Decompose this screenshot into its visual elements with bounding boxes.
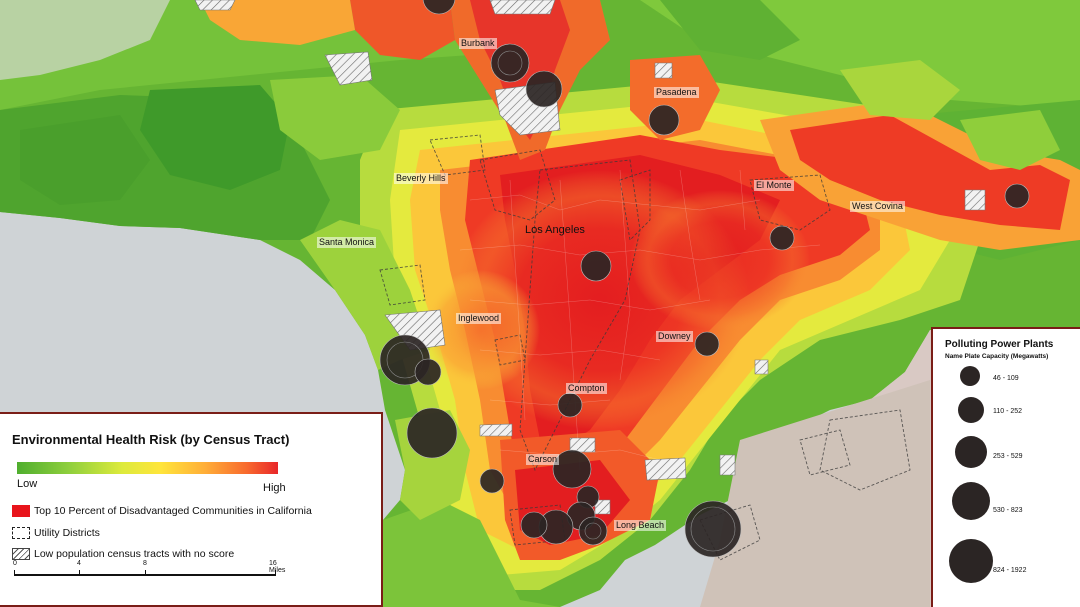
legend-high-label: High [263, 482, 286, 494]
city-label-downey: Downey [656, 331, 693, 342]
power-plant-marker[interactable] [1004, 183, 1030, 209]
legend-item-label: Utility Districts [34, 527, 100, 539]
plant-legend-subtitle: Name Plate Capacity (Megawatts) [945, 353, 1049, 360]
legend-item-label: Low population census tracts with no sco… [34, 548, 235, 560]
power-plant-marker[interactable] [422, 0, 456, 15]
power-plant-marker[interactable] [520, 511, 548, 539]
legend-title: Environmental Health Risk (by Census Tra… [12, 432, 290, 447]
city-label-burbank: Burbank [459, 38, 497, 49]
plant-size-circle [952, 482, 990, 520]
power-plant-marker[interactable] [648, 104, 680, 136]
risk-color-ramp [17, 462, 278, 474]
plant-size-circle [949, 539, 993, 583]
city-label-long-beach: Long Beach [614, 520, 667, 531]
scale-tick [275, 570, 276, 576]
scale-tick [14, 570, 15, 576]
hatched-square-icon [12, 548, 30, 560]
city-label-los-angeles: Los Angeles [525, 224, 585, 236]
legend-item-utility-districts: Utility Districts [12, 527, 100, 539]
legend-item-label: Top 10 Percent of Disadvantaged Communit… [34, 505, 312, 517]
power-plant-marker[interactable] [684, 500, 742, 558]
plant-class-label: 46 - 109 [993, 375, 1019, 382]
dashed-square-icon [12, 527, 30, 539]
city-label-west-covina: West Covina [850, 201, 905, 212]
tract-outlines [459, 169, 821, 471]
plant-class-label: 530 - 823 [993, 507, 1023, 514]
city-label-santa-monica: Santa Monica [317, 237, 377, 248]
plant-class-label: 253 - 529 [993, 453, 1023, 460]
scale-label: 0 [13, 560, 17, 567]
red-square-icon [12, 505, 30, 517]
scale-tick [79, 570, 80, 576]
scale-label: 4 [77, 560, 81, 567]
utility-district-boundaries [379, 134, 911, 561]
city-label-carson: Carson [526, 454, 560, 465]
city-label-pasadena: Pasadena [654, 87, 699, 98]
scale-tick [145, 570, 146, 576]
scale-bar: 0 4 8 16 Miles [13, 560, 285, 578]
plant-size-circle [958, 397, 984, 423]
power-plant-marker[interactable] [479, 468, 505, 494]
power-plant-marker[interactable] [580, 250, 612, 282]
power-plant-marker[interactable] [578, 516, 608, 546]
city-label-beverly-hills: Beverly Hills [394, 173, 448, 184]
power-plant-marker[interactable] [552, 449, 592, 489]
city-label-inglewood: Inglewood [456, 313, 502, 324]
power-plant-legend: Polluting Power Plants Name Plate Capaci… [931, 327, 1080, 607]
city-label-compton: Compton [566, 383, 607, 394]
power-plant-marker[interactable] [497, 50, 523, 76]
power-plant-marker[interactable] [525, 70, 563, 108]
legend-item-no-score: Low population census tracts with no sco… [12, 548, 234, 560]
power-plant-marker[interactable] [414, 358, 442, 386]
plant-legend-title: Polluting Power Plants [945, 339, 1054, 350]
power-plant-marker[interactable] [557, 392, 583, 418]
legend-item-disadvantaged: Top 10 Percent of Disadvantaged Communit… [12, 505, 312, 517]
power-plant-marker[interactable] [584, 522, 602, 540]
city-label-el-monte: El Monte [754, 180, 794, 191]
scale-label: 16 Miles [269, 560, 286, 574]
power-plant-marker[interactable] [694, 331, 720, 357]
power-plant-marker[interactable] [769, 225, 795, 251]
power-plant-marker[interactable] [406, 407, 458, 459]
scale-label: 8 [143, 560, 147, 567]
power-plant-marker[interactable] [490, 43, 530, 83]
plant-size-circle [955, 436, 987, 468]
plant-class-label: 824 - 1922 [993, 567, 1027, 574]
legend-low-label: Low [17, 478, 38, 490]
plant-size-circle [960, 366, 980, 386]
plant-class-label: 110 - 252 [993, 408, 1023, 415]
power-plant-marker[interactable] [690, 506, 736, 552]
